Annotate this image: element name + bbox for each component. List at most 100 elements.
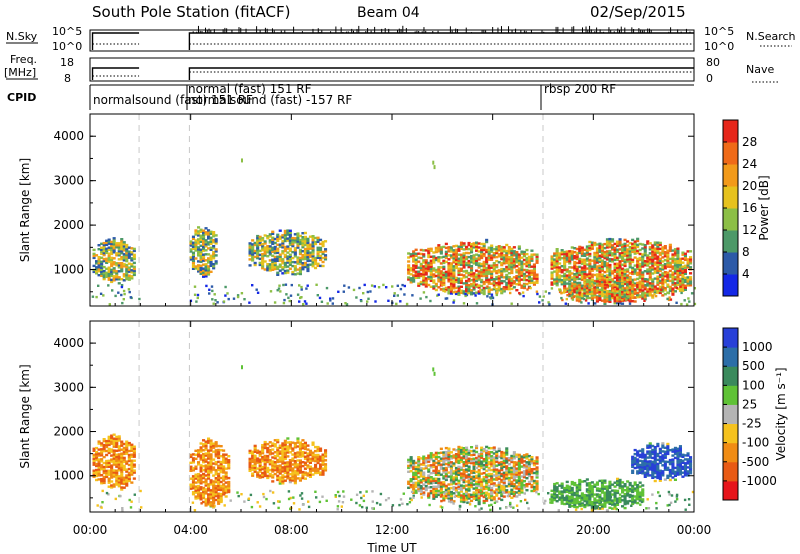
echo-cell [590,243,594,246]
echo-cell [525,264,529,268]
echo-cell [217,474,221,477]
echo-cell [432,455,436,459]
echo-cell [666,271,670,274]
echo-cell [212,500,216,503]
echo-cell [432,285,436,288]
echo-cell [465,484,469,487]
echo-cell [102,253,106,257]
echo-cell [563,280,567,284]
echo-cell [125,251,129,255]
echo-cell [472,282,476,285]
echo-cell [212,257,216,260]
echo-cell [117,467,121,470]
echo-cell [204,504,208,507]
echo-cell [288,478,292,482]
echo-cell [465,498,469,501]
echo-cell [311,457,315,460]
echo-cell [444,272,448,276]
echo-cell [563,276,567,280]
echo-cell [465,279,469,283]
echo-cell [515,257,519,260]
echo-cell [442,275,446,279]
echo-cell [512,282,516,285]
echo-cell [517,281,521,284]
echo-cell [482,501,486,505]
echo-cell [638,294,642,297]
echo-cell [621,282,625,285]
echo-cell [263,474,267,478]
echo-cell [199,470,203,473]
echo-cell [424,263,428,266]
echo-cell [678,257,682,261]
echo-cell [120,238,124,241]
echo-cell [199,240,203,243]
echo-cell [311,247,315,250]
scatter-cell [547,301,550,304]
echo-cell [467,261,471,265]
echo-cell [204,442,208,445]
echo-cell [422,487,426,490]
echo-cell [422,473,426,476]
echo-cell [100,474,104,477]
echo-cell [560,249,564,252]
echo-cell [465,269,469,273]
echo-cell [110,258,114,262]
scatter-cell [298,300,301,303]
echo-cell [110,474,114,477]
echo-cell [412,463,416,467]
echo-cell [497,283,501,286]
echo-cell [653,285,657,288]
echo-cell [283,233,287,237]
echo-cell [424,486,428,490]
echo-cell [130,461,134,464]
scatter-cell [251,284,254,287]
echo-cell [209,445,213,448]
echo-cell [117,459,121,462]
scatter-cell [612,283,615,286]
echo-cell [319,473,323,476]
echo-cell [97,442,101,445]
echo-cell [603,262,607,266]
echo-cell [298,260,302,264]
echo-cell [590,269,594,272]
echo-cell [207,467,211,470]
scatter-cell [108,303,111,306]
echo-cell [194,495,198,498]
echo-cell [419,272,423,276]
echo-cell [291,236,295,240]
echo-cell [600,249,604,252]
echo-cell [276,440,280,444]
echo-cell [429,456,433,459]
echo-cell [207,493,211,496]
echo-cell [419,469,423,472]
echo-cell [477,459,481,462]
echo-cell [475,456,479,460]
echo-cell [527,257,531,261]
echo-cell [638,266,642,270]
echo-cell [214,449,218,452]
echo-cell [209,459,213,462]
echo-cell [633,278,637,281]
echo-cell [573,284,577,288]
echo-cell [427,249,431,253]
echo-cell [429,279,433,282]
echo-cell [623,260,627,264]
echo-cell [485,487,489,490]
echo-cell [646,284,650,287]
echo-cell [676,253,680,256]
echo-cell [191,247,195,250]
echo-cell [598,276,602,279]
echo-cell [278,265,282,268]
echo-cell [301,453,305,456]
echo-cell [668,247,672,251]
echo-cell [204,466,208,469]
echo-cell [283,255,287,259]
echo-cell [605,292,609,295]
echo-cell [598,260,602,263]
echo-cell [568,274,572,277]
echo-cell [467,263,471,267]
echo-cell [217,482,221,485]
echo-cell [417,467,421,471]
echo-cell [303,265,307,269]
scatter-cell [395,302,398,306]
